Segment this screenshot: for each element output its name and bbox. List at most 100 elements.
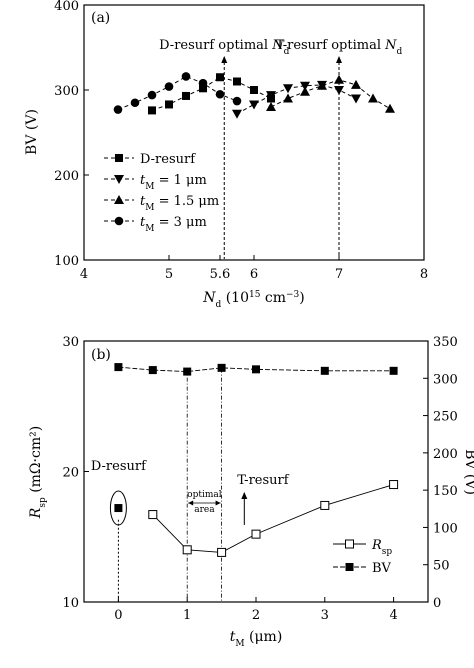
chart-b-point	[320, 366, 329, 375]
chart-a-point	[300, 81, 310, 91]
chart-b-point	[183, 367, 192, 376]
chart-b-ytick-left-label: 10	[62, 596, 79, 611]
chart-b-point	[148, 510, 158, 520]
chart-b-series-line	[152, 484, 394, 553]
chart-b-point	[182, 545, 192, 555]
chart-b-point	[320, 500, 330, 510]
chart-b-ytick-right-label: 50	[433, 559, 450, 574]
chart-b-ytick-right-label: 250	[433, 410, 458, 425]
chart-b-ylabel-right: BV (V)	[462, 449, 474, 495]
chart-b-point	[217, 363, 226, 372]
chart-b-ytick-right-label: 0	[433, 596, 441, 611]
chart-a-point	[130, 98, 140, 108]
chart-a-legend-marker	[114, 175, 124, 184]
chart-a-annotation: D-resurf optimal Nd	[159, 38, 289, 57]
chart-b-xtick-label: 4	[389, 608, 397, 623]
chart-b-ytick-right-label: 200	[433, 447, 458, 462]
chart-b-legend-label: BV	[372, 561, 392, 576]
chart-a-point	[216, 73, 224, 82]
chart-a-panel-label: (a)	[91, 10, 110, 26]
chart-b-panel-label: (b)	[91, 347, 111, 363]
chart-b-xtick-label: 0	[114, 608, 122, 623]
chart-b-ytick-left-label: 30	[62, 335, 79, 350]
chart-a-point	[233, 77, 241, 86]
chart-a-annotation: T-resurf optimal Nd	[276, 38, 403, 57]
chart-a-point	[164, 82, 174, 91]
chart-a-ylabel: BV (V)	[24, 109, 40, 155]
chart-a-point	[181, 72, 191, 81]
chart-a-point	[147, 90, 157, 100]
chart-a-annotation-arrowhead	[221, 56, 228, 63]
chart-b-annotation-optimal: optimal	[187, 490, 222, 500]
chart-b-point	[148, 366, 157, 375]
chart-a-point	[351, 79, 361, 89]
chart-a-legend-label: tM = 1.5 μm	[140, 194, 219, 213]
chart-a-point	[283, 93, 293, 103]
chart-b-ytick-right-label: 150	[433, 484, 458, 499]
chart-a-xtick-label: 4	[80, 267, 88, 282]
chart-a-legend-label: tM = 3 μm	[140, 215, 207, 234]
chart-a-point	[300, 86, 310, 96]
chart-b-annotation-tresurf: T-resurf	[237, 473, 290, 488]
chart-a-xtick-label: 6	[250, 267, 258, 282]
chart-a-point	[283, 84, 293, 94]
chart-b-annotation-tresurf-arrowhead	[241, 492, 248, 499]
chart-b-xlabel: tM (μm)	[230, 629, 283, 649]
chart-b-ytick-right-label: 350	[433, 335, 458, 350]
chart-b-point	[251, 529, 261, 539]
chart-a-point	[334, 74, 344, 84]
chart-a-legend-marker	[114, 216, 124, 226]
chart-b-point	[389, 366, 398, 375]
chart-a-point	[385, 103, 395, 113]
chart-b-annotation-area: area	[194, 505, 215, 515]
chart-a-legend-marker	[115, 154, 123, 162]
chart-b: (b) 10 20 30 0 50 100 150 200 250 300 350 0 1 2 3 4 D…	[28, 335, 474, 649]
chart-b-ytick-left-label: 20	[62, 466, 79, 481]
chart-a-point	[148, 106, 156, 115]
chart-a-point	[266, 91, 276, 101]
chart-a-ytick-label: 100	[54, 254, 79, 269]
chart-b-legend-label: Rsp	[371, 538, 392, 557]
chart-a-ytick-label: 400	[54, 0, 79, 14]
chart-b-dresurf-ellipse	[109, 490, 127, 526]
chart-a-point	[199, 84, 207, 93]
chart-b-point	[252, 365, 260, 374]
chart-a-point	[250, 86, 258, 94]
chart-a-point	[351, 94, 361, 104]
chart-a-xlabel: Nd (1015 cm−3)	[202, 290, 305, 310]
chart-a-ytick-label: 300	[54, 84, 79, 99]
chart-b-xtick-label: 1	[183, 608, 191, 623]
chart-b-ytick-right-label: 100	[433, 521, 458, 536]
chart-a-point	[182, 91, 190, 100]
chart-a-point	[368, 93, 378, 103]
chart-a-xtick-label: 7	[335, 267, 343, 282]
chart-a-xtick-label: 5.6	[210, 267, 231, 282]
chart-b-xtick-label: 3	[321, 608, 329, 623]
chart-b-optimal-arrowhead-right	[215, 500, 221, 506]
chart-b-annotation-dresurf: D-resurf	[91, 459, 147, 474]
chart-a-annotation-arrowhead	[336, 56, 342, 63]
chart-a: (a) 100 200 300 400 4 5 5.6 6 7 8 D-resurf optim…	[24, 0, 428, 310]
chart-a-point	[113, 105, 123, 114]
chart-a-xtick-label: 8	[420, 267, 428, 282]
chart-b-point	[114, 363, 123, 372]
chart-a-point	[249, 100, 259, 110]
chart-a-xtick-label: 5	[165, 267, 173, 282]
chart-a-point	[232, 96, 242, 106]
chart-a-point	[215, 89, 225, 99]
chart-a-legend-label: tM = 1 μm	[140, 173, 207, 192]
chart-b-ylabel-left: Rsp (mΩ·cm²)	[28, 426, 48, 519]
chart-b-point	[389, 480, 399, 490]
chart-a-point	[165, 100, 173, 109]
chart-b-xtick-label: 2	[252, 608, 260, 623]
chart-b-ytick-right-label: 300	[433, 372, 458, 387]
chart-a-legend-label: D-resurf	[140, 152, 196, 167]
chart-a-series-line	[270, 79, 391, 110]
chart-b-optimal-arrowhead-left	[188, 500, 194, 506]
chart-a-ytick-label: 200	[54, 169, 79, 184]
chart-a-point	[232, 109, 242, 119]
chart-b-legend-marker	[345, 563, 354, 571]
chart-a-point	[317, 80, 327, 90]
chart-b-point	[217, 547, 227, 557]
